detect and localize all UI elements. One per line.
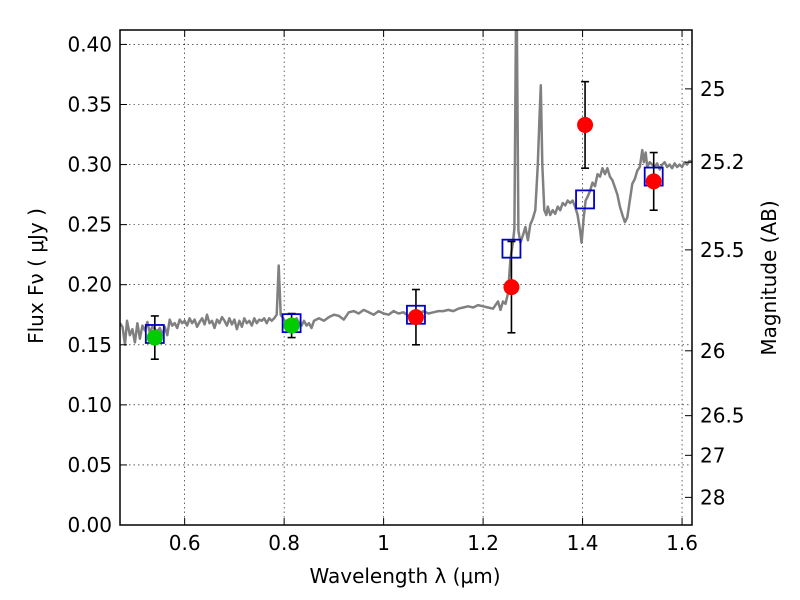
model-square-marker bbox=[501, 238, 522, 259]
x-tick-label: 1 bbox=[377, 531, 390, 555]
y-tick-label: 0.35 bbox=[67, 92, 112, 116]
grid-lines bbox=[120, 30, 692, 526]
y-tick-label: 0.10 bbox=[67, 393, 112, 417]
y-tick-label: 0.15 bbox=[67, 333, 112, 357]
y-tick-label: 0.00 bbox=[67, 513, 112, 537]
y-tick-label: 0.20 bbox=[67, 273, 112, 297]
red-photometry-point bbox=[645, 173, 662, 190]
right-tick-label: 28 bbox=[700, 485, 725, 509]
y-tick-label: 0.25 bbox=[67, 213, 112, 237]
x-tick-label: 1.2 bbox=[467, 531, 499, 555]
model-square-marker bbox=[575, 189, 595, 210]
plot-frame bbox=[119, 29, 693, 526]
y-tick-label: 0.05 bbox=[67, 453, 112, 477]
green-photometry-point bbox=[283, 317, 300, 334]
y-tick-label: 0.40 bbox=[67, 32, 112, 56]
axis-ticks: 0.6 0.8 1 1.2 1.4 1.6 0.00 0.05 0.10 0.15 0.20 0.25… bbox=[67, 30, 745, 555]
red-photometry-point bbox=[577, 116, 594, 133]
x-tick-label: 0.8 bbox=[268, 531, 300, 555]
y-tick-label: 0.30 bbox=[67, 153, 112, 177]
x-tick-label: 1.4 bbox=[567, 531, 599, 555]
y-axis-title: Flux Fν ( μJy ) bbox=[24, 208, 48, 344]
red-photometry-point bbox=[407, 309, 424, 326]
right-tick-label: 25.5 bbox=[700, 238, 745, 262]
x-tick-label: 0.6 bbox=[169, 531, 201, 555]
right-tick-label: 26.5 bbox=[700, 404, 745, 428]
right-tick-label: 25 bbox=[700, 77, 725, 101]
right-tick-label: 25.2 bbox=[700, 150, 745, 174]
red-photometry-point bbox=[503, 279, 520, 296]
x-axis-title: Wavelength λ (μm) bbox=[309, 564, 500, 588]
green-photometry-point bbox=[146, 329, 163, 346]
spectrum-line bbox=[120, 30, 692, 347]
spectrum-series bbox=[120, 30, 692, 347]
right-tick-label: 26 bbox=[700, 339, 725, 363]
right-tick-label: 27 bbox=[700, 443, 725, 467]
data-markers bbox=[144, 116, 664, 346]
x-tick-label: 1.6 bbox=[666, 531, 698, 555]
right-axis-title: Magnitude (AB) bbox=[757, 200, 781, 355]
